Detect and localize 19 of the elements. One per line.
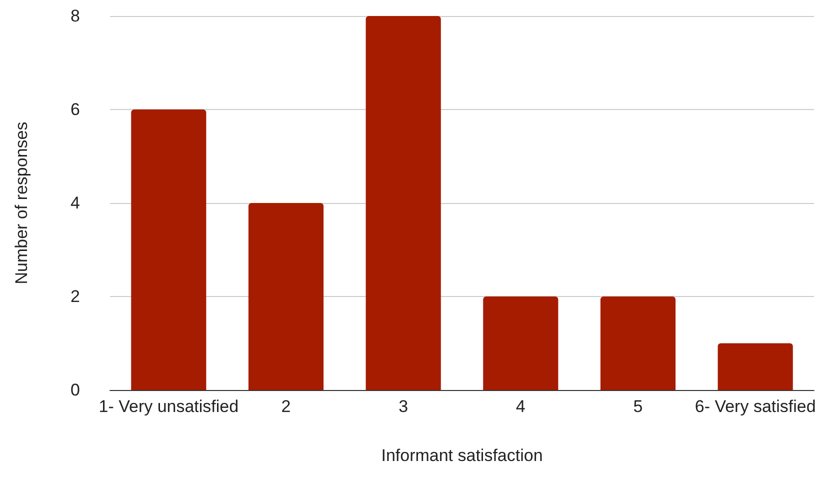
- bar: [718, 343, 793, 390]
- x-tick-label: 2: [281, 397, 291, 416]
- y-tick-label: 8: [70, 6, 80, 26]
- x-tick-label: 6- Very satisfied: [694, 397, 816, 416]
- x-tick-label: 1- Very unsatisfied: [98, 397, 239, 416]
- x-tick-label: 4: [516, 397, 526, 416]
- y-tick-label: 0: [70, 380, 80, 400]
- y-tick-label: 2: [70, 287, 80, 306]
- x-axis-title: Informant satisfaction: [381, 446, 543, 465]
- y-tick-label: 4: [70, 194, 80, 212]
- x-tick-label: 5: [633, 397, 643, 416]
- bar: [600, 296, 676, 390]
- bar: [366, 16, 441, 390]
- y-axis-title: Number of responses: [12, 122, 31, 284]
- bar: [248, 203, 324, 390]
- y-tick-label: 6: [70, 100, 80, 119]
- bar: [483, 296, 558, 390]
- bar: [131, 110, 206, 390]
- x-tick-label: 3: [398, 397, 408, 416]
